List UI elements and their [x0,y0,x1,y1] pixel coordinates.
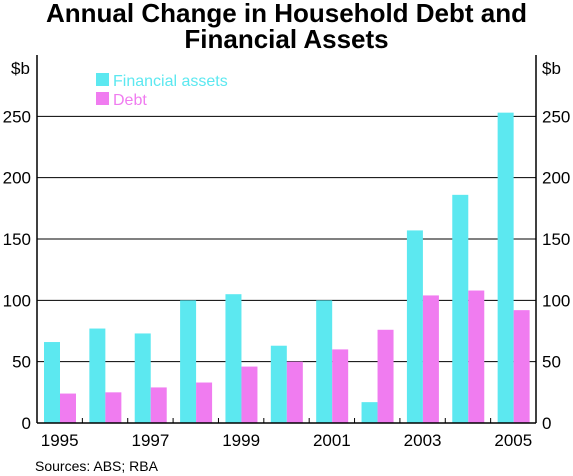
y-tick-label-right: 50 [542,353,561,372]
y-tick-label-left: 0 [22,414,31,433]
legend-swatch-debt [96,92,109,105]
y-tick-label-right: 150 [542,230,570,249]
bar-financial-assets-1998 [180,300,197,423]
bar-debt-1999 [241,366,258,423]
y-tick-label-left: 150 [3,230,31,249]
y-tick-label-right: 0 [542,414,551,433]
bar-debt-2004 [468,290,485,423]
bar-debt-2000 [286,361,303,423]
bar-debt-2002 [377,329,394,423]
bar-debt-1998 [196,382,213,423]
chart-title-line-1: Annual Change in Household Debt and [46,0,527,28]
bar-financial-assets-2002 [361,402,378,423]
x-tick-label-2001: 2001 [313,431,351,450]
bar-financial-assets-2000 [270,345,287,423]
legend-label-financial-assets: Financial assets [113,73,228,90]
bar-debt-1997 [150,387,167,423]
bar-debt-2001 [332,349,349,423]
bar-debt-1996 [105,392,122,423]
bar-financial-assets-1997 [134,333,151,423]
x-tick-label-2003: 2003 [404,431,442,450]
bar-financial-assets-1996 [89,328,106,423]
y-tick-label-right: 200 [542,169,570,188]
y-tick-label-right: 250 [542,107,570,126]
bar-financial-assets-1995 [44,342,60,423]
source-note: Sources: ABS; RBA [35,458,159,474]
axes [36,55,537,424]
bar-debt-1995 [60,393,76,423]
y-tick-label-left: 200 [3,169,31,188]
bars [44,112,530,424]
y-unit-left: $b [11,59,30,78]
bar-financial-assets-2004 [452,194,469,423]
x-tick-label-1997: 1997 [131,431,169,450]
legend-label-debt: Debt [113,92,147,109]
x-tick-labels: 1995 1997 1999 2001 2003 2005 [41,431,532,450]
y-tick-label-left: 50 [12,353,31,372]
x-tick-label-1995: 1995 [41,431,79,450]
y-unit-right: $b [542,59,561,78]
y-tick-label-right: 100 [542,291,570,310]
x-tick-label-2005: 2005 [494,431,532,450]
bar-financial-assets-1999 [225,294,242,423]
legend: Financial assets Debt [96,73,228,109]
legend-swatch-financial-assets [96,73,109,86]
bar-debt-2003 [422,295,439,423]
bar-financial-assets-2003 [406,230,423,423]
y-tick-label-left: 250 [3,107,31,126]
y-tick-labels-right: 0 50 100 150 200 250 [542,107,570,433]
x-tick-label-1999: 1999 [222,431,260,450]
bar-debt-2005 [513,310,530,423]
y-tick-label-left: 100 [3,291,31,310]
bar-financial-assets-2001 [316,300,333,423]
y-tick-labels-left: 0 50 100 150 200 250 [3,107,31,433]
bar-financial-assets-2005 [497,112,514,424]
chart-title-line-2: Financial Assets [184,24,388,54]
